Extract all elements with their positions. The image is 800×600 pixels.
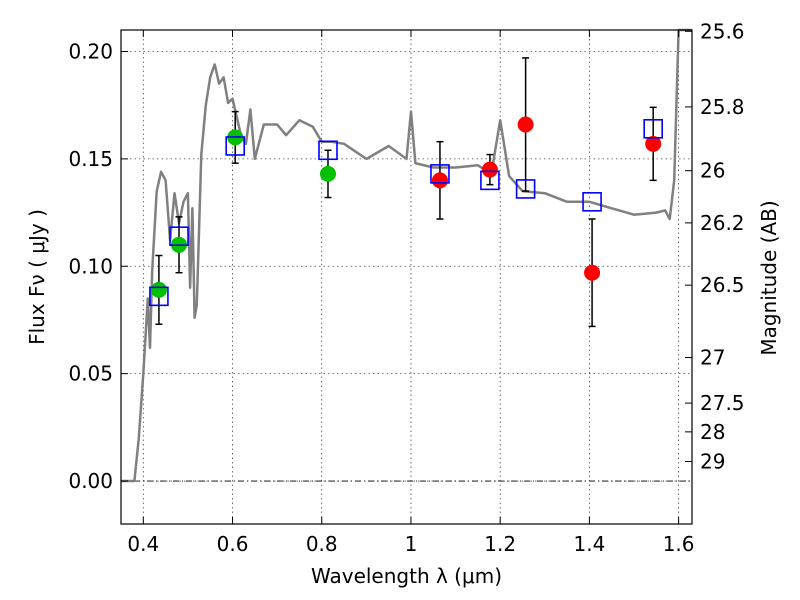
right-tick-label: 25.6 (700, 19, 745, 43)
x-tick-label: 1.4 (573, 532, 605, 556)
model-band-square (643, 119, 663, 139)
model-band-square (582, 192, 602, 212)
y-tick-label: 0.00 (68, 469, 113, 493)
right-tick-label: 28 (700, 420, 725, 444)
right-tick-label: 27.5 (700, 391, 745, 415)
right-tick-label: 26 (700, 159, 725, 183)
model-band-square (515, 179, 536, 199)
model-sed-series (121, 28, 692, 483)
right-tick-label: 27 (700, 346, 725, 370)
model-band-square (430, 164, 450, 184)
y-tick-label: 0.10 (68, 254, 113, 278)
model-band-square (149, 286, 169, 307)
model-band-square (169, 226, 189, 246)
x-tick-label: 1 (405, 532, 418, 556)
x-tick-label: 0.6 (217, 532, 249, 556)
error-bars (155, 57, 657, 328)
y-axis-label: Flux Fν ( μJy ) (25, 209, 49, 345)
observed-point (645, 135, 662, 152)
model-band-square (225, 136, 245, 156)
x-tick-label: 1.2 (484, 532, 516, 556)
observed-point (319, 165, 336, 182)
observed-point (150, 281, 167, 298)
y-tick-label: 0.20 (68, 39, 113, 63)
ticks: 0.4 0.6 0.8 1 1.2 1.4 1.6 0.00 0.05 0.10 0.15 0.20 2… (68, 19, 744, 556)
right-tick-label: 25.8 (700, 95, 745, 119)
right-tick-label: 26.2 (700, 211, 745, 235)
observed-point (584, 264, 601, 281)
observed-point (481, 161, 498, 178)
right-tick-label: 26.5 (700, 273, 745, 297)
plot-frame (120, 29, 693, 525)
observed-point (431, 172, 448, 189)
y-tick-label: 0.15 (68, 147, 113, 171)
model-band-square (480, 170, 500, 191)
model-sed-line (121, 28, 692, 483)
y-tick-label: 0.05 (68, 362, 113, 386)
observed-point (517, 116, 534, 133)
right-axis-label: Magnitude (AB) (757, 200, 781, 355)
x-tick-label: 0.4 (127, 532, 159, 556)
model-band-square (318, 140, 338, 161)
right-tick-label: 29 (700, 449, 725, 473)
x-tick-label: 1.6 (663, 532, 695, 556)
x-axis-label: Wavelength λ (μm) (311, 564, 502, 588)
data-markers (149, 116, 663, 307)
x-tick-label: 0.8 (306, 532, 338, 556)
